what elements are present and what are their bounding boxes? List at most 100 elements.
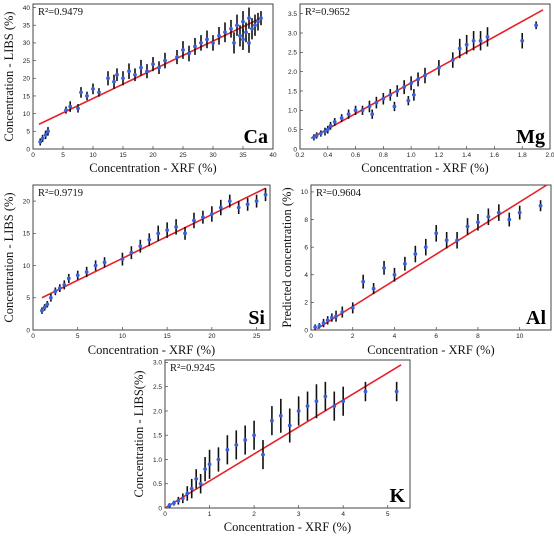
- x-tick-label: 0.6: [351, 152, 360, 159]
- data-point: [112, 79, 116, 84]
- data-point: [409, 81, 414, 86]
- x-tick-label: 2.0: [545, 152, 554, 159]
- y-tick-label: 1.0: [288, 108, 297, 115]
- x-tick-label: 5: [76, 333, 80, 340]
- y-tick-label: 35: [23, 23, 31, 30]
- data-point: [199, 41, 203, 45]
- data-point: [340, 310, 345, 314]
- data-point: [317, 323, 322, 328]
- x-tick-label: 15: [164, 333, 172, 340]
- data-point: [329, 315, 334, 320]
- regression-line: [38, 17, 262, 125]
- data-point: [374, 100, 379, 105]
- data-point: [381, 96, 386, 101]
- data-point: [403, 261, 407, 266]
- y-tick-label: 10: [301, 189, 309, 196]
- data-point: [209, 212, 214, 216]
- data-point: [471, 38, 476, 43]
- chart-panel-al: 0 2 4 6 8 10 0 2 4 6 8 10 R²=0.9604 Al Concentration -…: [278, 180, 554, 360]
- data-point: [455, 238, 459, 243]
- data-point: [476, 220, 480, 225]
- data-point: [450, 58, 455, 62]
- y-tick-label: 2.0: [153, 408, 162, 415]
- element-label: K: [389, 485, 405, 507]
- x-tick-label: 0.8: [379, 152, 388, 159]
- data-point: [346, 112, 351, 117]
- data-point: [392, 104, 397, 109]
- data-point: [517, 210, 522, 215]
- y-tick-label: 2.5: [288, 50, 297, 57]
- y-tick-label: 8: [304, 217, 308, 224]
- data-point: [256, 19, 260, 24]
- data-point: [163, 58, 167, 63]
- x-tick-label: 1.8: [518, 152, 527, 159]
- data-point: [311, 135, 316, 140]
- regression-line: [41, 187, 266, 299]
- data-point: [176, 498, 181, 503]
- data-point: [194, 476, 199, 481]
- plot-frame: [32, 3, 274, 150]
- element-label: Si: [248, 307, 265, 329]
- data-point: [40, 136, 45, 141]
- data-point: [287, 423, 292, 428]
- data-point: [167, 503, 172, 508]
- y-tick-label: 0: [158, 505, 162, 512]
- data-point: [129, 250, 134, 255]
- data-point: [341, 399, 346, 404]
- data-point: [370, 112, 375, 117]
- x-tick-label: 2: [351, 333, 355, 340]
- chart-panel-si: 0 5 10 15 20 25 0 5 10 15 20 R²=0.9719 Si Concentrati…: [0, 180, 276, 360]
- data-point: [363, 389, 368, 394]
- regression-line: [316, 184, 548, 330]
- y-tick-label: 1.5: [153, 433, 162, 440]
- y-tick-label: 2.5: [153, 384, 162, 391]
- data-point: [64, 108, 68, 112]
- data-point: [227, 199, 232, 204]
- y-tick-label: 1.0: [153, 457, 162, 464]
- data-point: [138, 244, 143, 249]
- x-tick-label: 0: [163, 511, 167, 518]
- y-tick-label: 6: [304, 244, 308, 251]
- data-point: [534, 23, 539, 28]
- x-tick-label: 20: [208, 333, 216, 340]
- y-tick-label: 0: [26, 327, 30, 334]
- data-point: [382, 265, 386, 270]
- data-point: [76, 106, 80, 111]
- data-point: [241, 37, 245, 42]
- chart-svg: 0 1 2 3 4 5 0 0.5 1.0 1.5 2.0 2.5 3.0 R²=0.9245 K Conce…: [132, 359, 411, 534]
- data-point: [205, 37, 209, 42]
- y-tick-label: 40: [23, 5, 31, 12]
- data-point: [411, 92, 416, 97]
- data-point: [157, 65, 161, 70]
- data-point: [45, 302, 50, 307]
- data-point: [261, 452, 265, 457]
- data-point: [181, 48, 185, 52]
- data-point: [413, 252, 418, 256]
- y-tick-label: 3.0: [153, 360, 162, 367]
- data-point: [40, 308, 44, 313]
- data-point: [93, 263, 98, 268]
- data-point: [323, 394, 328, 399]
- data-point: [444, 238, 449, 243]
- y-tick-label: 20: [23, 76, 31, 83]
- x-tick-label: 30: [209, 152, 217, 159]
- data-point: [106, 76, 110, 81]
- x-axis-label: Concentration - XRF (%): [224, 520, 351, 534]
- x-tick-label: 3: [297, 511, 301, 518]
- x-tick-label: 10: [89, 152, 97, 159]
- x-tick-label: 1.2: [434, 152, 443, 159]
- y-tick-label: 10: [23, 263, 31, 270]
- data-point: [198, 481, 203, 486]
- x-tick-label: 35: [239, 152, 247, 159]
- x-tick-label: 15: [119, 152, 127, 159]
- regression-line: [310, 9, 544, 139]
- x-tick-label: 20: [149, 152, 157, 159]
- data-point: [175, 55, 179, 59]
- data-point: [207, 462, 212, 467]
- data-point: [241, 19, 245, 24]
- data-point: [234, 443, 239, 447]
- y-tick-label: 0: [304, 327, 308, 334]
- data-point: [416, 77, 420, 82]
- element-label: Al: [526, 307, 546, 329]
- y-tick-label: 4: [304, 272, 308, 279]
